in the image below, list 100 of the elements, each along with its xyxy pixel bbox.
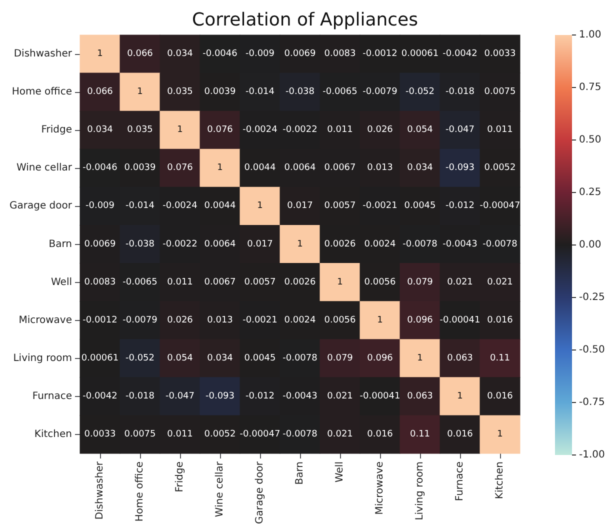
data-label: 1 [337, 277, 343, 288]
data-label: 0.021 [447, 277, 473, 288]
data-label: -0.0042 [442, 49, 478, 60]
x-tick-label: Living room [414, 462, 426, 520]
data-label: 1 [377, 315, 383, 326]
chart-title: Correlation of Appliances [192, 10, 418, 30]
data-label: -0.0079 [122, 315, 158, 326]
data-label: -0.0021 [242, 315, 278, 326]
data-label: -0.0078 [402, 239, 438, 250]
data-label: -0.0079 [362, 87, 398, 98]
color-bar-label: -0.25 [579, 292, 605, 303]
data-label: -0.0024 [242, 125, 278, 136]
data-label: 0.063 [447, 353, 473, 364]
data-label: 1 [217, 163, 223, 174]
data-label: 0.0069 [84, 239, 116, 250]
data-label: 0.011 [487, 125, 513, 136]
data-label: 0.034 [407, 163, 434, 174]
data-label: 0.054 [407, 125, 434, 136]
data-label: 0.076 [167, 163, 194, 174]
data-label: 0.054 [167, 353, 194, 364]
data-label: -0.0012 [362, 49, 398, 60]
x-tick-label: Barn [294, 462, 306, 485]
data-label: 0.0056 [324, 315, 356, 326]
data-label: 0.0067 [324, 163, 356, 174]
data-label: -0.009 [85, 201, 115, 212]
data-label: 0.079 [327, 353, 354, 364]
data-label: -0.047 [445, 125, 475, 136]
y-tick-label: Kitchen [34, 428, 72, 440]
data-label: 0.021 [327, 429, 353, 440]
data-label: -0.00041 [360, 391, 400, 402]
color-bar-label: 0.75 [579, 82, 602, 93]
data-label: -0.0046 [202, 49, 238, 60]
data-label: 0.016 [367, 429, 394, 440]
data-label: -0.0042 [82, 391, 118, 402]
data-label: 0.11 [410, 429, 430, 440]
data-label: -0.012 [245, 391, 275, 402]
data-label: 0.0056 [364, 277, 396, 288]
data-label: 0.034 [167, 49, 194, 60]
data-label: 0.096 [367, 353, 394, 364]
data-label: 0.021 [487, 277, 513, 288]
data-label: 0.013 [207, 315, 233, 326]
data-label: 0.011 [327, 125, 353, 136]
x-tick-label: Kitchen [494, 462, 506, 500]
data-label: 0.016 [487, 391, 514, 402]
data-label: 0.0075 [124, 429, 156, 440]
data-label: -0.00041 [440, 315, 480, 326]
data-label: 0.0075 [484, 87, 516, 98]
data-label: 0.013 [367, 163, 393, 174]
color-bar-label: -1.00 [579, 450, 605, 460]
data-label: 0.0045 [404, 201, 436, 212]
data-label: -0.038 [125, 239, 155, 250]
data-label: 0.0024 [364, 239, 396, 250]
data-label: 0.021 [327, 391, 353, 402]
data-label: 0.0064 [204, 239, 236, 250]
data-label: 0.0045 [244, 353, 276, 364]
y-tick-label: Wine cellar [16, 162, 73, 174]
data-label: 0.0044 [244, 163, 276, 174]
color-bar-label: 0.00 [579, 240, 602, 250]
color-bar-label: 1.00 [579, 30, 602, 40]
color-bar-label: 0.50 [579, 134, 602, 146]
data-label: -0.052 [405, 87, 435, 98]
data-label: -0.0046 [82, 163, 118, 174]
data-label: -0.0024 [162, 201, 198, 212]
data-label: -0.038 [285, 87, 315, 98]
x-tick-label: Well [334, 462, 346, 483]
x-tick-label: Home office [134, 462, 146, 522]
y-tick-label: Furnace [32, 390, 72, 402]
data-label: -0.047 [165, 391, 195, 402]
data-label: -0.012 [445, 201, 475, 212]
data-label: 0.0083 [324, 49, 356, 60]
data-label: 0.011 [167, 277, 193, 288]
data-label: -0.0021 [362, 201, 398, 212]
data-label: 0.00061 [401, 49, 439, 60]
y-tick-label: Living room [13, 352, 72, 364]
data-label: 0.011 [167, 429, 193, 440]
data-label: 1 [297, 239, 303, 250]
data-label: -0.0022 [162, 239, 198, 250]
data-label: 0.0052 [484, 163, 516, 174]
data-label: 0.0067 [204, 277, 236, 288]
x-tick-label: Furnace [454, 462, 466, 502]
x-tick-label: Fridge [174, 462, 186, 492]
data-label: 0.017 [247, 239, 273, 250]
data-label: -0.00047 [240, 429, 280, 440]
data-label: -0.018 [125, 391, 155, 402]
data-label: 0.00061 [81, 353, 119, 364]
x-tick-label: Microwave [374, 462, 386, 515]
color-bar-label: 0.25 [579, 187, 602, 198]
data-label: 0.026 [367, 125, 394, 136]
data-label: 0.0083 [84, 277, 116, 288]
data-label: -0.0078 [282, 429, 318, 440]
data-label: -0.0078 [482, 239, 518, 250]
data-label: 0.0064 [284, 163, 316, 174]
data-label: 1 [497, 429, 503, 440]
data-label: 0.0026 [324, 239, 356, 250]
data-label: 0.016 [487, 315, 514, 326]
y-tick-label: Well [50, 276, 72, 288]
data-label: 0.0039 [124, 163, 156, 174]
data-label: 0.0057 [324, 201, 356, 212]
data-label: 0.035 [127, 125, 153, 136]
data-label: -0.0078 [282, 353, 318, 364]
